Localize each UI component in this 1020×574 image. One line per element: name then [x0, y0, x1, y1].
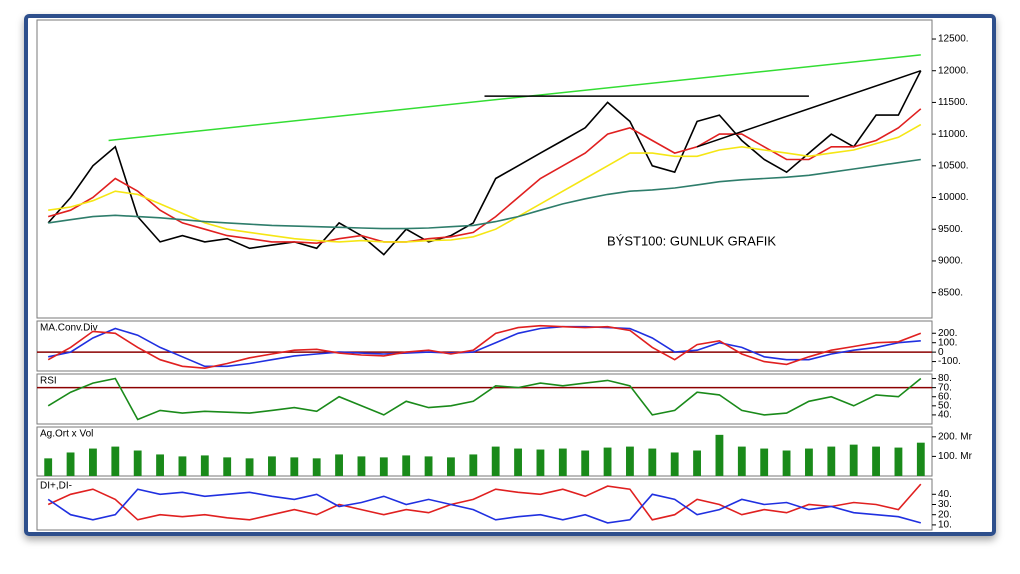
bar	[402, 455, 411, 476]
y-tick-label: 10.	[938, 520, 952, 531]
bar	[178, 456, 187, 476]
bar	[916, 442, 925, 476]
y-tick-label: 30.	[938, 499, 952, 510]
y-tick-label: 11500.	[938, 97, 968, 108]
bar	[894, 447, 903, 476]
panel-title: DI+,DI-	[40, 481, 72, 492]
bar	[133, 450, 142, 476]
bar	[491, 446, 500, 476]
bar	[737, 446, 746, 476]
series-line	[47, 70, 922, 256]
panel-title: RSI	[40, 376, 57, 387]
bar	[536, 449, 545, 476]
bar	[581, 450, 590, 476]
y-tick-label: 12500.	[938, 34, 969, 45]
series-line	[47, 377, 922, 421]
bar	[156, 454, 164, 476]
bar	[200, 455, 209, 476]
y-tick-label: 80.	[938, 373, 952, 384]
bar	[379, 457, 388, 476]
panel	[36, 320, 933, 372]
series-line	[48, 158, 921, 230]
y-tick-label: 10500.	[938, 160, 969, 171]
bar	[782, 450, 791, 476]
bar	[760, 448, 769, 476]
y-tick-label: 50.	[938, 400, 952, 411]
bar	[648, 448, 657, 476]
series-line	[47, 483, 922, 521]
y-tick-label: 100. Mr	[938, 451, 973, 462]
bar	[558, 448, 567, 476]
bar	[603, 447, 612, 476]
y-tick-label: 20.	[938, 509, 952, 520]
bar	[223, 457, 232, 476]
bar	[872, 446, 880, 476]
panel	[36, 373, 933, 425]
series-line	[47, 108, 922, 245]
y-tick-label: 70.	[938, 382, 952, 393]
y-tick-label: 9000.	[938, 256, 963, 267]
y-tick-label: 200. Mr	[938, 431, 973, 442]
y-tick-label: 60.	[938, 391, 952, 402]
y-tick-label: 11000.	[938, 129, 968, 140]
bar	[335, 454, 343, 476]
bar	[111, 446, 120, 476]
bar	[514, 448, 522, 476]
y-tick-label: 10000.	[938, 192, 969, 203]
bar	[670, 452, 679, 476]
bar	[290, 457, 299, 476]
bar	[424, 456, 433, 476]
bar	[626, 446, 634, 476]
y-tick-label: -100.	[938, 356, 961, 367]
bar	[447, 457, 455, 476]
trend-line	[108, 54, 921, 142]
panel	[36, 426, 933, 477]
bar	[312, 458, 321, 476]
y-tick-label: 12000.	[938, 65, 969, 76]
y-tick-label: 8500.	[938, 287, 963, 298]
bar	[66, 452, 75, 476]
series-line	[47, 488, 922, 524]
panel-title: MA.Conv.Div	[40, 323, 98, 334]
series-line	[48, 325, 921, 368]
bar	[827, 446, 836, 476]
bar	[715, 434, 724, 476]
frame	[24, 14, 996, 536]
y-tick-label: 0	[938, 347, 944, 358]
trend-line	[696, 70, 922, 148]
annotation: BÝST100: GUNLUK GRAFIK	[607, 233, 776, 248]
y-tick-label: 40.	[938, 410, 952, 421]
y-tick-label: 40.	[938, 489, 952, 500]
bar	[268, 456, 276, 476]
bar	[849, 444, 858, 476]
series-line	[47, 324, 922, 370]
panel	[36, 19, 933, 319]
bar	[805, 448, 813, 476]
bar	[89, 448, 97, 476]
y-tick-label: 200.	[938, 328, 957, 339]
series-line	[48, 123, 922, 243]
bar	[245, 458, 254, 476]
y-tick-label: 9500.	[938, 224, 963, 235]
panel-title: Ag.Ort x Vol	[40, 429, 93, 440]
bar	[357, 456, 366, 476]
bar	[44, 458, 53, 476]
y-tick-label: 100.	[938, 337, 957, 348]
bar	[469, 454, 478, 476]
bar	[693, 450, 701, 476]
